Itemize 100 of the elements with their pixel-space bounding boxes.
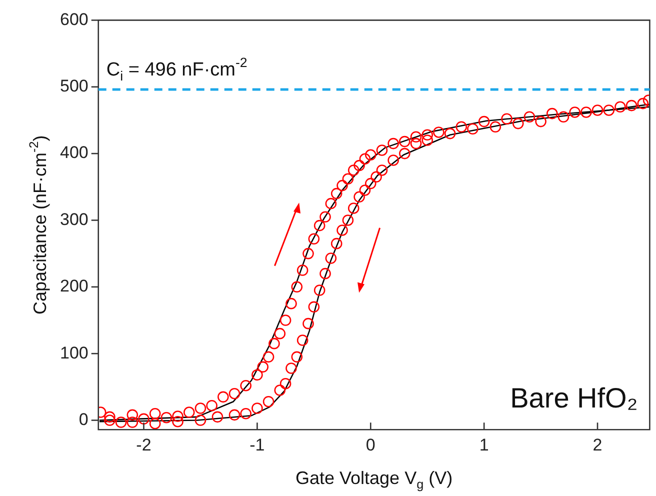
point [172, 410, 184, 422]
y-tick-label: 300 [60, 210, 88, 229]
point [569, 106, 580, 118]
point [501, 113, 512, 125]
point [614, 101, 626, 113]
point [637, 98, 649, 110]
point [626, 100, 638, 112]
point [291, 281, 303, 293]
point [388, 154, 399, 166]
x-tick-label: 0 [366, 435, 376, 454]
point [308, 301, 320, 313]
y-tick-label: 500 [60, 76, 88, 96]
point [399, 148, 410, 160]
point [194, 414, 206, 426]
point [376, 144, 388, 156]
point [194, 402, 206, 414]
point [422, 134, 433, 146]
point [336, 180, 348, 192]
point [330, 188, 342, 200]
point [342, 173, 354, 185]
y-axis-title: Capacitance (nF·cm-2) [26, 135, 50, 315]
point [320, 268, 331, 280]
point [320, 211, 331, 223]
point [302, 318, 314, 330]
point [126, 409, 138, 421]
point [359, 153, 371, 165]
point [410, 138, 422, 150]
annotation: Bare HfO₂ [510, 382, 638, 414]
point [370, 171, 382, 183]
point [286, 298, 297, 310]
point [364, 178, 376, 190]
point [433, 126, 444, 138]
point [512, 118, 524, 130]
point [252, 369, 263, 381]
point [160, 412, 172, 424]
point [308, 233, 320, 245]
point [302, 248, 314, 260]
point [354, 160, 365, 172]
point [115, 416, 127, 428]
y-tick-label: 100 [60, 343, 88, 362]
point [262, 396, 274, 408]
point [274, 328, 286, 340]
point [240, 408, 252, 420]
point [359, 184, 371, 196]
point [422, 129, 433, 141]
x-tick-label: -2 [136, 435, 152, 454]
point [138, 413, 150, 425]
point [354, 191, 365, 203]
point [228, 388, 240, 400]
point [252, 402, 263, 414]
point [388, 138, 399, 150]
point [296, 264, 308, 276]
point [325, 252, 337, 264]
point [314, 284, 326, 296]
point [172, 416, 184, 428]
point [330, 238, 342, 250]
point [348, 164, 360, 176]
point [580, 106, 592, 118]
point [286, 362, 297, 374]
point [228, 409, 240, 421]
point [104, 414, 116, 426]
point [546, 108, 558, 120]
y-tick-label: 0 [78, 410, 88, 429]
point [336, 224, 348, 236]
y-tick-label: 400 [60, 143, 88, 162]
point [104, 411, 116, 423]
point [218, 391, 229, 403]
point [262, 351, 274, 363]
point [240, 380, 252, 392]
x-tick-label: 1 [479, 435, 489, 454]
point [257, 361, 269, 373]
point [296, 334, 308, 346]
point [348, 202, 360, 214]
point [183, 406, 195, 418]
point [478, 116, 490, 128]
y-tick-label: 200 [60, 276, 88, 296]
point [592, 104, 604, 116]
point [399, 136, 410, 148]
point [126, 416, 138, 428]
point [149, 408, 161, 420]
point [444, 128, 456, 140]
point [268, 338, 280, 350]
point [558, 111, 570, 123]
point [364, 149, 376, 161]
point [206, 400, 218, 412]
point [149, 418, 161, 430]
point [280, 378, 292, 390]
point [291, 351, 303, 363]
point [325, 198, 337, 210]
point [535, 116, 546, 128]
point [490, 121, 502, 133]
point [342, 214, 354, 226]
point [524, 111, 536, 123]
point [212, 411, 224, 423]
point [376, 164, 388, 176]
point [456, 121, 468, 133]
point [280, 314, 292, 326]
x-tick-label: -1 [250, 435, 265, 454]
x-tick-label: 2 [592, 435, 602, 454]
point [467, 123, 478, 135]
